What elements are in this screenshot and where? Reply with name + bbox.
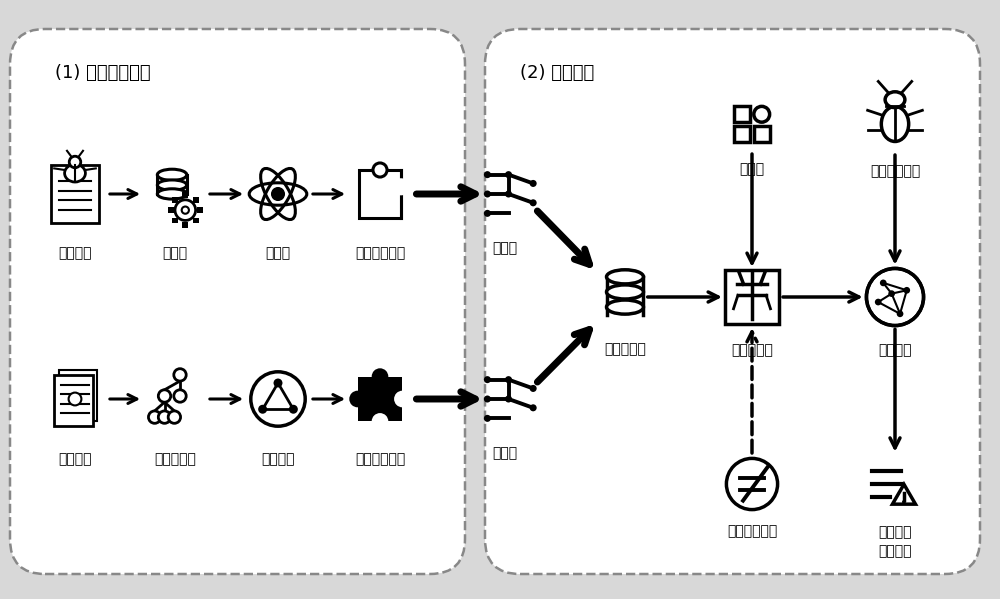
Circle shape bbox=[182, 207, 189, 214]
Circle shape bbox=[530, 199, 537, 206]
Circle shape bbox=[505, 395, 512, 403]
Circle shape bbox=[875, 299, 882, 305]
FancyBboxPatch shape bbox=[168, 207, 174, 213]
Text: 词嵌入: 词嵌入 bbox=[265, 246, 291, 260]
Circle shape bbox=[484, 395, 491, 403]
FancyBboxPatch shape bbox=[54, 375, 93, 426]
Ellipse shape bbox=[157, 169, 187, 180]
Circle shape bbox=[866, 268, 924, 326]
FancyBboxPatch shape bbox=[182, 192, 188, 198]
Circle shape bbox=[258, 405, 267, 414]
Ellipse shape bbox=[157, 189, 187, 199]
Polygon shape bbox=[892, 485, 915, 504]
Text: 隐藏层: 隐藏层 bbox=[492, 446, 518, 460]
Text: 类标签: 类标签 bbox=[739, 162, 765, 176]
Text: 缺陷报告: 缺陷报告 bbox=[58, 246, 92, 260]
Text: 功能语义向量: 功能语义向量 bbox=[355, 453, 405, 467]
Text: 逻辑回归层: 逻辑回归层 bbox=[731, 343, 773, 357]
Text: (1) 语义特征抽取: (1) 语义特征抽取 bbox=[55, 64, 151, 82]
Circle shape bbox=[484, 210, 491, 217]
Circle shape bbox=[175, 200, 196, 220]
FancyBboxPatch shape bbox=[51, 165, 99, 223]
Circle shape bbox=[726, 458, 778, 510]
Text: (2) 模型构建: (2) 模型构建 bbox=[520, 64, 594, 82]
Text: 隐藏层: 隐藏层 bbox=[492, 241, 518, 255]
Circle shape bbox=[754, 107, 770, 122]
Ellipse shape bbox=[607, 270, 643, 284]
Circle shape bbox=[251, 372, 305, 426]
Text: 实例特征集: 实例特征集 bbox=[604, 342, 646, 356]
Circle shape bbox=[289, 405, 298, 414]
FancyBboxPatch shape bbox=[193, 197, 199, 202]
Text: 定位模型: 定位模型 bbox=[878, 343, 912, 357]
Circle shape bbox=[505, 376, 512, 383]
Circle shape bbox=[168, 411, 181, 423]
Text: 潜在可疑
函数列表: 潜在可疑 函数列表 bbox=[878, 525, 912, 558]
Circle shape bbox=[484, 415, 491, 422]
Text: 代码嵌入: 代码嵌入 bbox=[261, 453, 295, 467]
Circle shape bbox=[505, 171, 512, 178]
Circle shape bbox=[902, 500, 906, 504]
FancyBboxPatch shape bbox=[172, 217, 178, 223]
FancyBboxPatch shape bbox=[182, 222, 188, 228]
Circle shape bbox=[530, 180, 537, 187]
Circle shape bbox=[349, 391, 366, 407]
Text: 问题语义向量: 问题语义向量 bbox=[355, 246, 405, 260]
Circle shape bbox=[530, 385, 537, 392]
Ellipse shape bbox=[607, 300, 643, 314]
FancyBboxPatch shape bbox=[485, 29, 980, 574]
Circle shape bbox=[174, 390, 186, 402]
Ellipse shape bbox=[65, 164, 85, 182]
Circle shape bbox=[148, 411, 161, 423]
Ellipse shape bbox=[157, 180, 187, 190]
Circle shape bbox=[158, 411, 171, 423]
Circle shape bbox=[69, 156, 81, 168]
FancyBboxPatch shape bbox=[10, 29, 465, 574]
Text: 抽象语法树: 抽象语法树 bbox=[154, 453, 196, 467]
Circle shape bbox=[69, 392, 81, 406]
FancyBboxPatch shape bbox=[754, 126, 770, 141]
FancyBboxPatch shape bbox=[197, 207, 203, 213]
FancyBboxPatch shape bbox=[59, 370, 97, 422]
Ellipse shape bbox=[607, 285, 643, 299]
Circle shape bbox=[505, 190, 512, 198]
Circle shape bbox=[373, 163, 387, 177]
Circle shape bbox=[897, 310, 903, 317]
Ellipse shape bbox=[885, 92, 905, 108]
Text: 项目代码: 项目代码 bbox=[58, 453, 92, 467]
Circle shape bbox=[888, 291, 895, 297]
Circle shape bbox=[174, 369, 186, 381]
FancyBboxPatch shape bbox=[734, 126, 750, 141]
Circle shape bbox=[484, 376, 491, 383]
FancyBboxPatch shape bbox=[193, 217, 199, 223]
Text: 不平衡类处理: 不平衡类处理 bbox=[727, 524, 777, 538]
Circle shape bbox=[484, 171, 491, 178]
FancyBboxPatch shape bbox=[359, 170, 401, 218]
Circle shape bbox=[274, 379, 282, 388]
Circle shape bbox=[530, 404, 537, 412]
FancyBboxPatch shape bbox=[607, 277, 643, 316]
Circle shape bbox=[880, 280, 887, 286]
Text: 预处理: 预处理 bbox=[162, 246, 188, 260]
Ellipse shape bbox=[881, 107, 909, 141]
Circle shape bbox=[271, 187, 285, 201]
FancyBboxPatch shape bbox=[157, 175, 187, 194]
FancyBboxPatch shape bbox=[734, 107, 750, 122]
Circle shape bbox=[484, 190, 491, 198]
Circle shape bbox=[372, 368, 388, 385]
FancyBboxPatch shape bbox=[172, 197, 178, 202]
FancyBboxPatch shape bbox=[358, 377, 402, 422]
Circle shape bbox=[394, 180, 408, 194]
Circle shape bbox=[372, 413, 388, 429]
Circle shape bbox=[158, 390, 171, 402]
Text: 新的缺陷报告: 新的缺陷报告 bbox=[870, 164, 920, 178]
Circle shape bbox=[394, 391, 411, 407]
Circle shape bbox=[903, 287, 910, 294]
FancyBboxPatch shape bbox=[725, 270, 779, 324]
